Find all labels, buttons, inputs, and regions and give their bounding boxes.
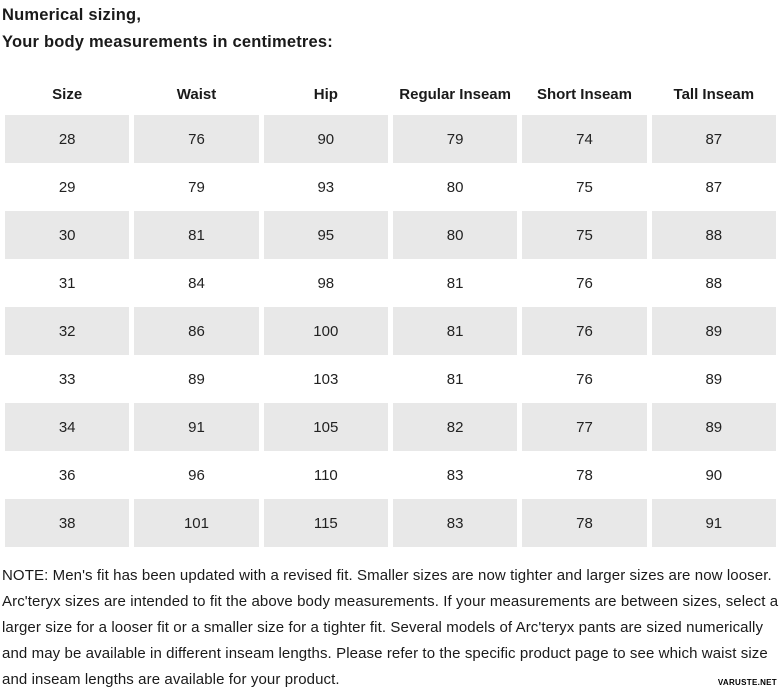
table-body: 28 76 90 79 74 87 29 79 93 80 75 87 30 81 95 80 75 88 31 84… (5, 115, 776, 547)
table-cell: 81 (392, 307, 518, 355)
table-cell: 100 (263, 307, 388, 355)
table-cell: 76 (134, 115, 259, 163)
table-cell: 76 (576, 370, 593, 388)
table-header-row: Size Waist Hip Regular Inseam Short Inseam Ta… (5, 74, 776, 115)
table-cell: 78 (522, 499, 647, 547)
table-cell: 89 (651, 307, 776, 355)
column-header-size: Size (52, 86, 83, 103)
table-row: 36 96 110 83 78 90 (5, 451, 776, 499)
table-cell: 83 (392, 499, 518, 547)
table-cell: 38 (5, 499, 130, 547)
table-cell: 98 (317, 274, 335, 292)
table-cell: 87 (705, 178, 723, 196)
table-cell: 81 (134, 211, 259, 259)
table-row: 38 101 115 83 78 91 (5, 499, 776, 547)
table-cell: 81 (446, 370, 464, 388)
table-cell: 33 (58, 370, 76, 388)
table-cell: 81 (446, 274, 464, 292)
table-row: 28 76 90 79 74 87 (5, 115, 776, 163)
table-cell: 30 (5, 211, 130, 259)
table-cell: 89 (651, 403, 776, 451)
table-cell: 93 (317, 178, 335, 196)
table-cell: 88 (651, 211, 776, 259)
table-cell: 80 (392, 211, 518, 259)
watermark-varuste-net: VARUSTE.NET (717, 678, 777, 687)
table-cell: 75 (576, 178, 593, 196)
table-cell: 79 (392, 115, 518, 163)
table-row: 34 91 105 82 77 89 (5, 403, 776, 451)
table-row: 33 89 103 81 76 89 (5, 355, 776, 403)
column-header-waist: Waist (176, 86, 217, 103)
table-cell: 76 (576, 274, 593, 292)
table-cell: 79 (188, 178, 205, 196)
table-cell: 34 (5, 403, 130, 451)
table-cell: 77 (522, 403, 647, 451)
table-cell: 105 (263, 403, 388, 451)
table-row: 30 81 95 80 75 88 (5, 211, 776, 259)
column-header-hip: Hip (313, 86, 338, 103)
table-cell: 89 (188, 370, 205, 388)
column-header-short-inseam: Short Inseam (536, 86, 632, 103)
table-cell: 74 (522, 115, 647, 163)
table-row: 32 86 100 81 76 89 (5, 307, 776, 355)
table-cell: 87 (651, 115, 776, 163)
table-cell: 89 (705, 370, 723, 388)
table-cell: 76 (522, 307, 647, 355)
table-cell: 101 (134, 499, 259, 547)
note-text: NOTE: Men's fit has been updated with a … (2, 567, 779, 688)
column-header-tall-inseam: Tall Inseam (673, 86, 755, 103)
table-cell: 75 (522, 211, 647, 259)
table-cell: 36 (58, 466, 76, 484)
table-cell: 80 (446, 178, 464, 196)
table-cell: 78 (576, 466, 593, 484)
title-line-1: Numerical sizing, (2, 6, 142, 24)
table-cell: 32 (5, 307, 130, 355)
table-cell: 90 (705, 466, 723, 484)
page-title: Numerical sizing, Your body measurements… (0, 0, 781, 56)
column-header-regular-inseam: Regular Inseam (399, 86, 511, 103)
table-cell: 110 (313, 466, 338, 484)
table-cell: 115 (263, 499, 388, 547)
table-cell: 28 (5, 115, 130, 163)
table-cell: 90 (263, 115, 388, 163)
title-line-2: Your body measurements in centimetres: (2, 33, 333, 51)
table-cell: 86 (134, 307, 259, 355)
table-cell: 29 (58, 178, 76, 196)
table-cell: 91 (134, 403, 259, 451)
table-cell: 84 (188, 274, 205, 292)
table-cell: 103 (313, 370, 339, 388)
table-cell: 83 (446, 466, 464, 484)
table-row: 29 79 93 80 75 87 (5, 163, 776, 211)
table-cell: 82 (392, 403, 518, 451)
size-chart-table: Size Waist Hip Regular Inseam Short Inseam Ta… (0, 74, 781, 547)
table-header: Size Waist Hip Regular Inseam Short Inseam Ta… (5, 74, 776, 115)
table-cell: 95 (263, 211, 388, 259)
table-cell: 91 (651, 499, 776, 547)
table-row: 31 84 98 81 76 88 (5, 259, 776, 307)
table-cell: 31 (58, 274, 76, 292)
table-cell: 96 (188, 466, 205, 484)
table-cell: 88 (705, 274, 723, 292)
